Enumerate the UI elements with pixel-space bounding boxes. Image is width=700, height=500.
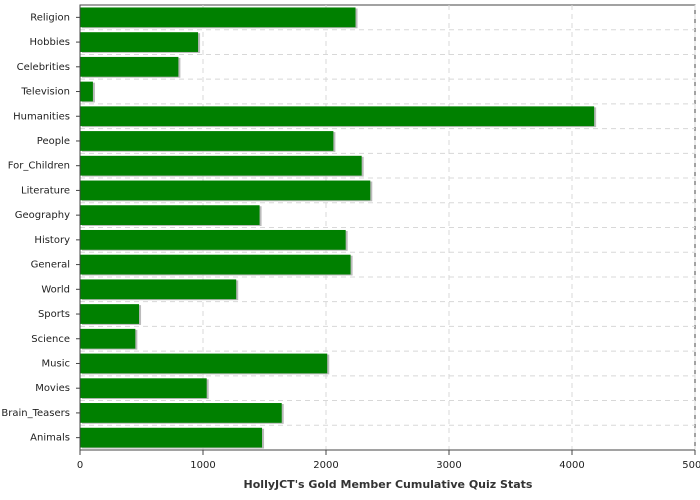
bar (80, 7, 356, 28)
y-tick-label: General (31, 260, 70, 271)
y-tick-label: For_Children (8, 161, 70, 172)
chart-title: HollyJCT's Gold Member Cumulative Quiz S… (244, 478, 533, 491)
bar (80, 427, 263, 448)
bar (80, 378, 207, 399)
y-tick-label: Religion (30, 12, 70, 23)
bar (80, 106, 595, 127)
bar (80, 155, 362, 176)
y-tick-label: World (41, 284, 70, 295)
y-tick-label: Television (20, 87, 70, 98)
y-tick-label: People (37, 136, 70, 147)
x-tick-label: 3000 (436, 460, 461, 471)
bar (80, 353, 328, 374)
y-tick-label: Geography (15, 210, 70, 221)
x-tick-label: 4000 (559, 460, 584, 471)
y-tick-label: Sports (38, 309, 70, 320)
x-tick-label: 2000 (313, 460, 338, 471)
bar (80, 229, 346, 250)
bar (80, 279, 237, 300)
bar (80, 131, 334, 151)
bar (80, 403, 282, 423)
y-tick-label: Celebrities (17, 62, 70, 73)
x-tick-label: 0 (77, 460, 83, 471)
y-tick-label: History (34, 235, 70, 246)
y-tick-label: Science (31, 334, 70, 345)
x-tick-label: 5000 (682, 460, 700, 471)
bar (80, 180, 371, 201)
bar (80, 254, 351, 275)
bar (80, 32, 199, 52)
bar (80, 56, 179, 77)
y-tick-label: Hobbies (30, 37, 70, 48)
y-tick-label: Animals (30, 433, 70, 444)
y-tick-label: Music (42, 358, 70, 369)
bar (80, 205, 260, 226)
bar (80, 328, 136, 349)
y-tick-label: Brain_Teasers (1, 408, 70, 419)
y-tick-label: Literature (21, 185, 70, 196)
y-tick-label: Movies (35, 383, 70, 394)
y-tick-label: Humanities (13, 111, 70, 122)
x-tick-label: 1000 (190, 460, 215, 471)
bar (80, 81, 93, 102)
bar (80, 304, 140, 324)
